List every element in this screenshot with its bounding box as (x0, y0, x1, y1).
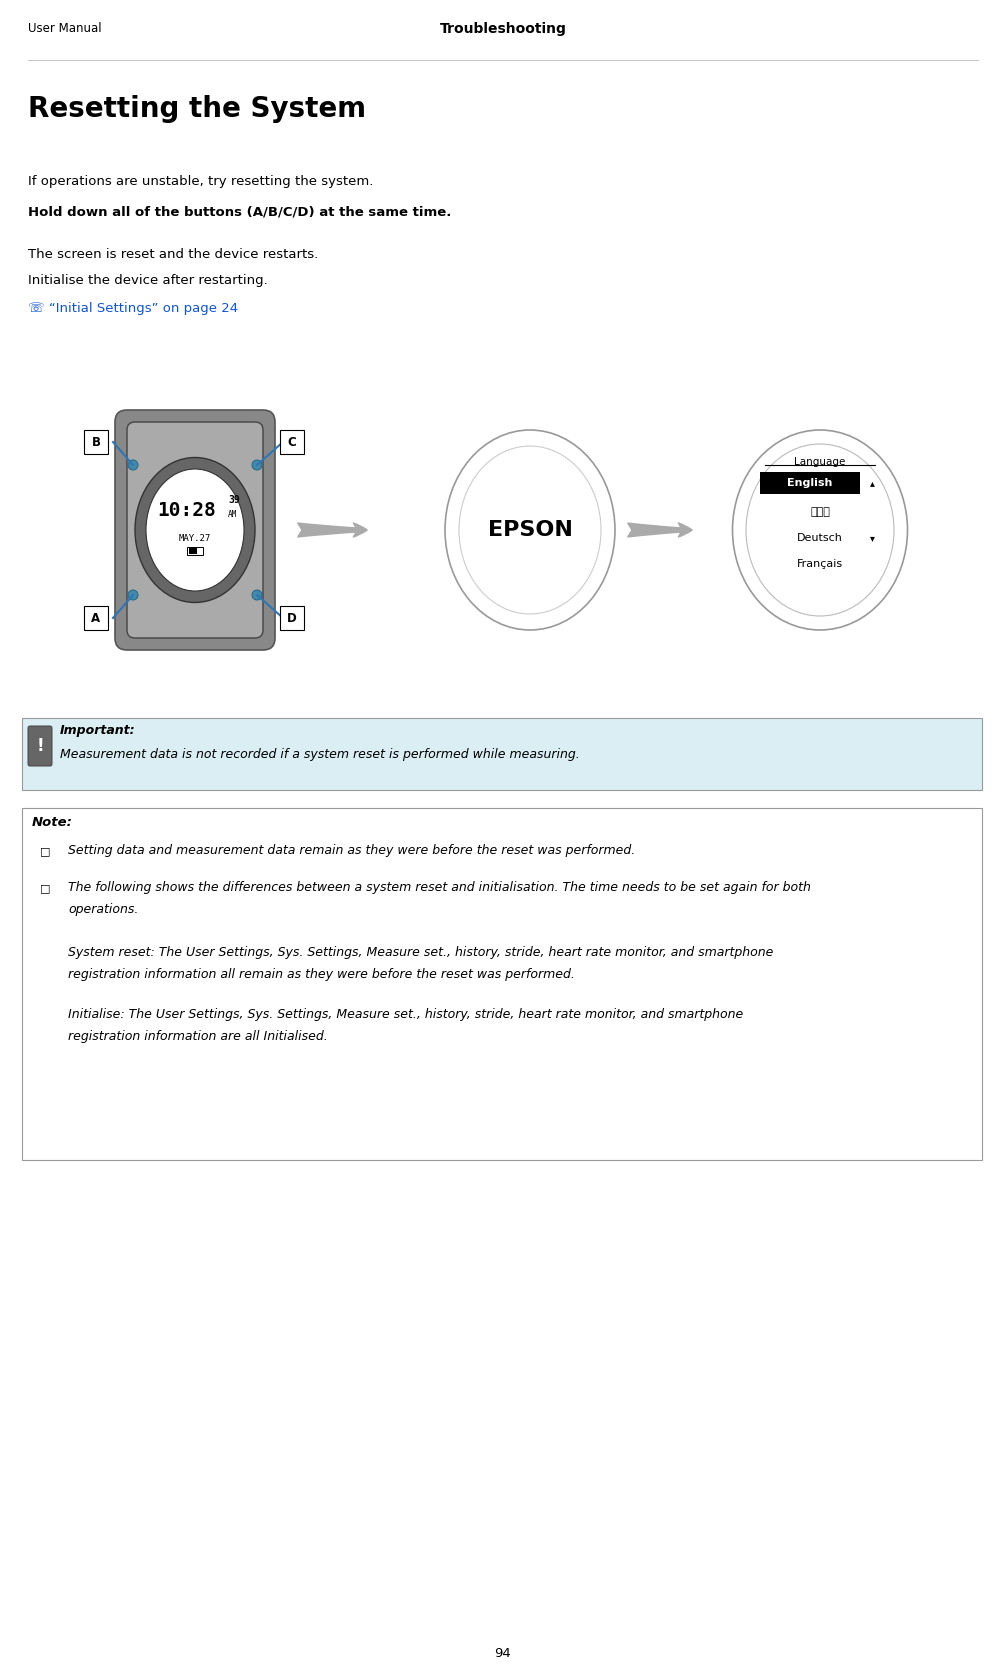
Bar (760, 471, 860, 495)
Ellipse shape (146, 470, 244, 590)
Text: ▴: ▴ (869, 478, 874, 488)
Text: 94: 94 (495, 1647, 511, 1660)
Text: C: C (288, 436, 297, 448)
Bar (187, 547, 203, 555)
Bar (22, 808, 982, 1160)
Text: operations.: operations. (68, 902, 139, 916)
Text: Initialise: The User Settings, Sys. Settings, Measure set., history, stride, hea: Initialise: The User Settings, Sys. Sett… (68, 1008, 743, 1021)
Text: 39: 39 (228, 495, 239, 505)
Text: If operations are unstable, try resetting the system.: If operations are unstable, try resettin… (28, 174, 373, 188)
Ellipse shape (459, 446, 601, 614)
Text: Deutsch: Deutsch (797, 533, 843, 543)
Text: System reset: The User Settings, Sys. Settings, Measure set., history, stride, h: System reset: The User Settings, Sys. Se… (68, 946, 774, 959)
Text: EPSON: EPSON (488, 520, 572, 540)
FancyBboxPatch shape (83, 605, 108, 631)
Ellipse shape (128, 590, 138, 600)
Text: Note:: Note: (32, 817, 72, 828)
Text: 日本語: 日本語 (810, 506, 830, 517)
Text: Initialise the device after restarting.: Initialise the device after restarting. (28, 273, 268, 287)
Ellipse shape (732, 429, 907, 631)
Text: Troubleshooting: Troubleshooting (440, 22, 566, 35)
Text: The following shows the differences between a system reset and initialisation. T: The following shows the differences betw… (68, 880, 811, 894)
Text: Setting data and measurement data remain as they were before the reset was perfo: Setting data and measurement data remain… (68, 844, 635, 857)
Text: registration information are all Initialised.: registration information are all Initial… (68, 1030, 328, 1043)
FancyBboxPatch shape (280, 429, 304, 454)
Text: User Manual: User Manual (28, 22, 102, 35)
Ellipse shape (445, 429, 615, 631)
Text: □: □ (40, 845, 50, 855)
Text: Resetting the System: Resetting the System (28, 96, 366, 122)
Text: Français: Français (797, 558, 843, 569)
Text: The screen is reset and the device restarts.: The screen is reset and the device resta… (28, 248, 318, 262)
FancyBboxPatch shape (127, 423, 263, 637)
Text: registration information all remain as they were before the reset was performed.: registration information all remain as t… (68, 968, 574, 981)
FancyBboxPatch shape (28, 726, 52, 766)
Text: !: ! (36, 736, 44, 755)
Ellipse shape (128, 459, 138, 470)
Text: □: □ (40, 884, 50, 892)
Text: ☏ “Initial Settings” on page 24: ☏ “Initial Settings” on page 24 (28, 302, 238, 315)
Ellipse shape (746, 444, 894, 615)
Text: Important:: Important: (60, 724, 136, 736)
FancyBboxPatch shape (280, 605, 304, 631)
Bar (189, 548, 197, 553)
FancyBboxPatch shape (115, 409, 275, 651)
Text: MAY.27: MAY.27 (179, 533, 211, 542)
Text: A: A (92, 612, 101, 624)
Text: B: B (92, 436, 101, 448)
Text: Measurement data is not recorded if a system reset is performed while measuring.: Measurement data is not recorded if a sy… (60, 748, 579, 761)
Text: English: English (788, 478, 833, 488)
Text: Hold down all of the buttons (A/B/C/D) at the same time.: Hold down all of the buttons (A/B/C/D) a… (28, 205, 452, 218)
Text: ▾: ▾ (869, 533, 874, 543)
FancyBboxPatch shape (83, 429, 108, 454)
Ellipse shape (252, 459, 262, 470)
Text: Language: Language (795, 458, 846, 466)
Text: AM: AM (228, 510, 237, 518)
Ellipse shape (252, 590, 262, 600)
Bar (22, 718, 982, 790)
Text: D: D (287, 612, 297, 624)
Ellipse shape (135, 458, 255, 602)
Text: 10:28: 10:28 (158, 500, 216, 520)
